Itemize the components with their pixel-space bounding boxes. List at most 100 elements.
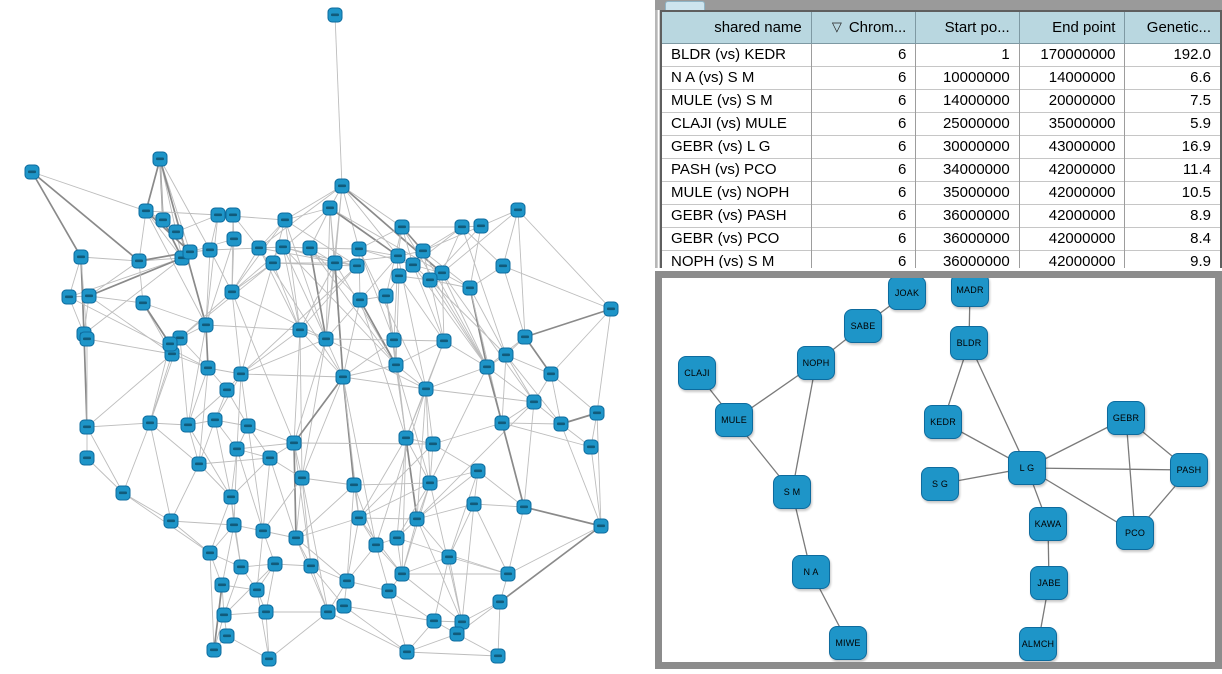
graph-node[interactable] [233, 559, 249, 575]
graph-node[interactable] [386, 332, 402, 348]
graph-node[interactable] [405, 257, 421, 273]
graph-node[interactable] [543, 366, 559, 382]
graph-node[interactable] [288, 530, 304, 546]
graph-node[interactable] [425, 436, 441, 452]
graph-node[interactable] [473, 218, 489, 234]
graph-node[interactable] [449, 626, 465, 642]
graph-node[interactable] [255, 523, 271, 539]
graph-node[interactable] [415, 243, 431, 259]
graph-node[interactable] [163, 513, 179, 529]
table-row[interactable]: MULE (vs) S M 6 14000000 20000000 7.5 [660, 89, 1221, 113]
graph-node[interactable] [210, 207, 226, 223]
graph-node-n-a[interactable]: N A [792, 555, 830, 589]
graph-node[interactable] [603, 301, 619, 317]
graph-node[interactable] [436, 333, 452, 349]
graph-node[interactable] [262, 450, 278, 466]
graph-node[interactable] [249, 582, 265, 598]
graph-node[interactable] [180, 417, 196, 433]
graph-node[interactable] [81, 288, 97, 304]
graph-node[interactable] [394, 566, 410, 582]
graph-node[interactable] [206, 642, 222, 658]
graph-node[interactable] [470, 463, 486, 479]
graph-node[interactable] [490, 648, 506, 664]
graph-node[interactable] [346, 477, 362, 493]
table-row[interactable]: GEBR (vs) PCO 6 36000000 42000000 8.4 [660, 227, 1221, 251]
graph-node[interactable] [61, 289, 77, 305]
graph-node[interactable] [168, 224, 184, 240]
graph-node[interactable] [422, 475, 438, 491]
graph-node-bldr[interactable]: BLDR [950, 326, 988, 360]
graph-node[interactable] [191, 456, 207, 472]
graph-node[interactable] [339, 573, 355, 589]
graph-node[interactable] [349, 258, 365, 274]
graph-node[interactable] [200, 360, 216, 376]
table-row[interactable]: MULE (vs) NOPH 6 35000000 42000000 10.5 [660, 181, 1221, 205]
graph-node[interactable] [426, 613, 442, 629]
graph-node[interactable] [79, 331, 95, 347]
graph-node[interactable] [388, 357, 404, 373]
graph-node-noph[interactable]: NOPH [797, 346, 835, 380]
graph-node[interactable] [292, 322, 308, 338]
graph-node[interactable] [454, 219, 470, 235]
column-header-sharedname[interactable]: shared name [660, 10, 812, 44]
graph-node[interactable] [265, 255, 281, 271]
graph-node[interactable] [494, 415, 510, 431]
graph-node[interactable] [553, 416, 569, 432]
graph-node-s-g[interactable]: S G [921, 467, 959, 501]
graph-node[interactable] [368, 537, 384, 553]
graph-node-claji[interactable]: CLAJI [678, 356, 716, 390]
graph-node[interactable] [73, 249, 89, 265]
graph-node[interactable] [526, 394, 542, 410]
graph-node[interactable] [131, 253, 147, 269]
graph-node[interactable] [251, 240, 267, 256]
graph-node[interactable] [389, 530, 405, 546]
graph-node[interactable] [198, 317, 214, 333]
table-row[interactable]: N A (vs) S M 6 10000000 14000000 6.6 [660, 66, 1221, 90]
graph-node[interactable] [225, 207, 241, 223]
graph-node[interactable] [510, 202, 526, 218]
graph-node[interactable] [182, 244, 198, 260]
graph-node[interactable] [318, 331, 334, 347]
graph-node[interactable] [466, 496, 482, 512]
graph-node[interactable] [258, 604, 274, 620]
graph-node[interactable] [320, 604, 336, 620]
table-panel-tab[interactable] [665, 1, 705, 10]
graph-node[interactable] [226, 517, 242, 533]
graph-node-kedr[interactable]: KEDR [924, 405, 962, 439]
graph-node-gebr[interactable]: GEBR [1107, 401, 1145, 435]
graph-node[interactable] [219, 382, 235, 398]
graph-node[interactable] [381, 583, 397, 599]
graph-node[interactable] [399, 644, 415, 660]
main-network-view[interactable] [0, 0, 655, 669]
graph-node[interactable] [202, 242, 218, 258]
graph-node[interactable] [500, 566, 516, 582]
graph-node[interactable] [216, 607, 232, 623]
graph-node-kawa[interactable]: KAWA [1029, 507, 1067, 541]
graph-node[interactable] [223, 489, 239, 505]
graph-node[interactable] [79, 419, 95, 435]
graph-node[interactable] [352, 292, 368, 308]
graph-node[interactable] [492, 594, 508, 610]
graph-node[interactable] [351, 510, 367, 526]
graph-node[interactable] [214, 577, 230, 593]
table-row[interactable]: GEBR (vs) L G 6 30000000 43000000 16.9 [660, 135, 1221, 159]
column-header-genetic[interactable]: Genetic... [1124, 10, 1222, 44]
graph-node[interactable] [479, 359, 495, 375]
graph-node[interactable] [498, 347, 514, 363]
graph-node[interactable] [275, 239, 291, 255]
table-row[interactable]: CLAJI (vs) MULE 6 25000000 35000000 5.9 [660, 112, 1221, 136]
graph-node[interactable] [138, 203, 154, 219]
graph-node-madr[interactable]: MADR [951, 278, 989, 307]
graph-node[interactable] [261, 651, 277, 667]
graph-node[interactable] [267, 556, 283, 572]
graph-node-l-g[interactable]: L G [1008, 451, 1046, 485]
graph-node[interactable] [142, 415, 158, 431]
graph-node[interactable] [398, 430, 414, 446]
sub-network-view[interactable]: JOAK SABE NOPH CLAJI MULE S M N A MIWE MADR BLDR K… [662, 278, 1215, 662]
column-header-chrom[interactable]: ▽ Chrom... [810, 10, 917, 44]
graph-node[interactable] [409, 511, 425, 527]
graph-node[interactable] [79, 450, 95, 466]
graph-node[interactable] [155, 212, 171, 228]
graph-node[interactable] [327, 7, 343, 23]
table-row[interactable]: BLDR (vs) KEDR 6 1 170000000 192.0 [660, 43, 1221, 67]
